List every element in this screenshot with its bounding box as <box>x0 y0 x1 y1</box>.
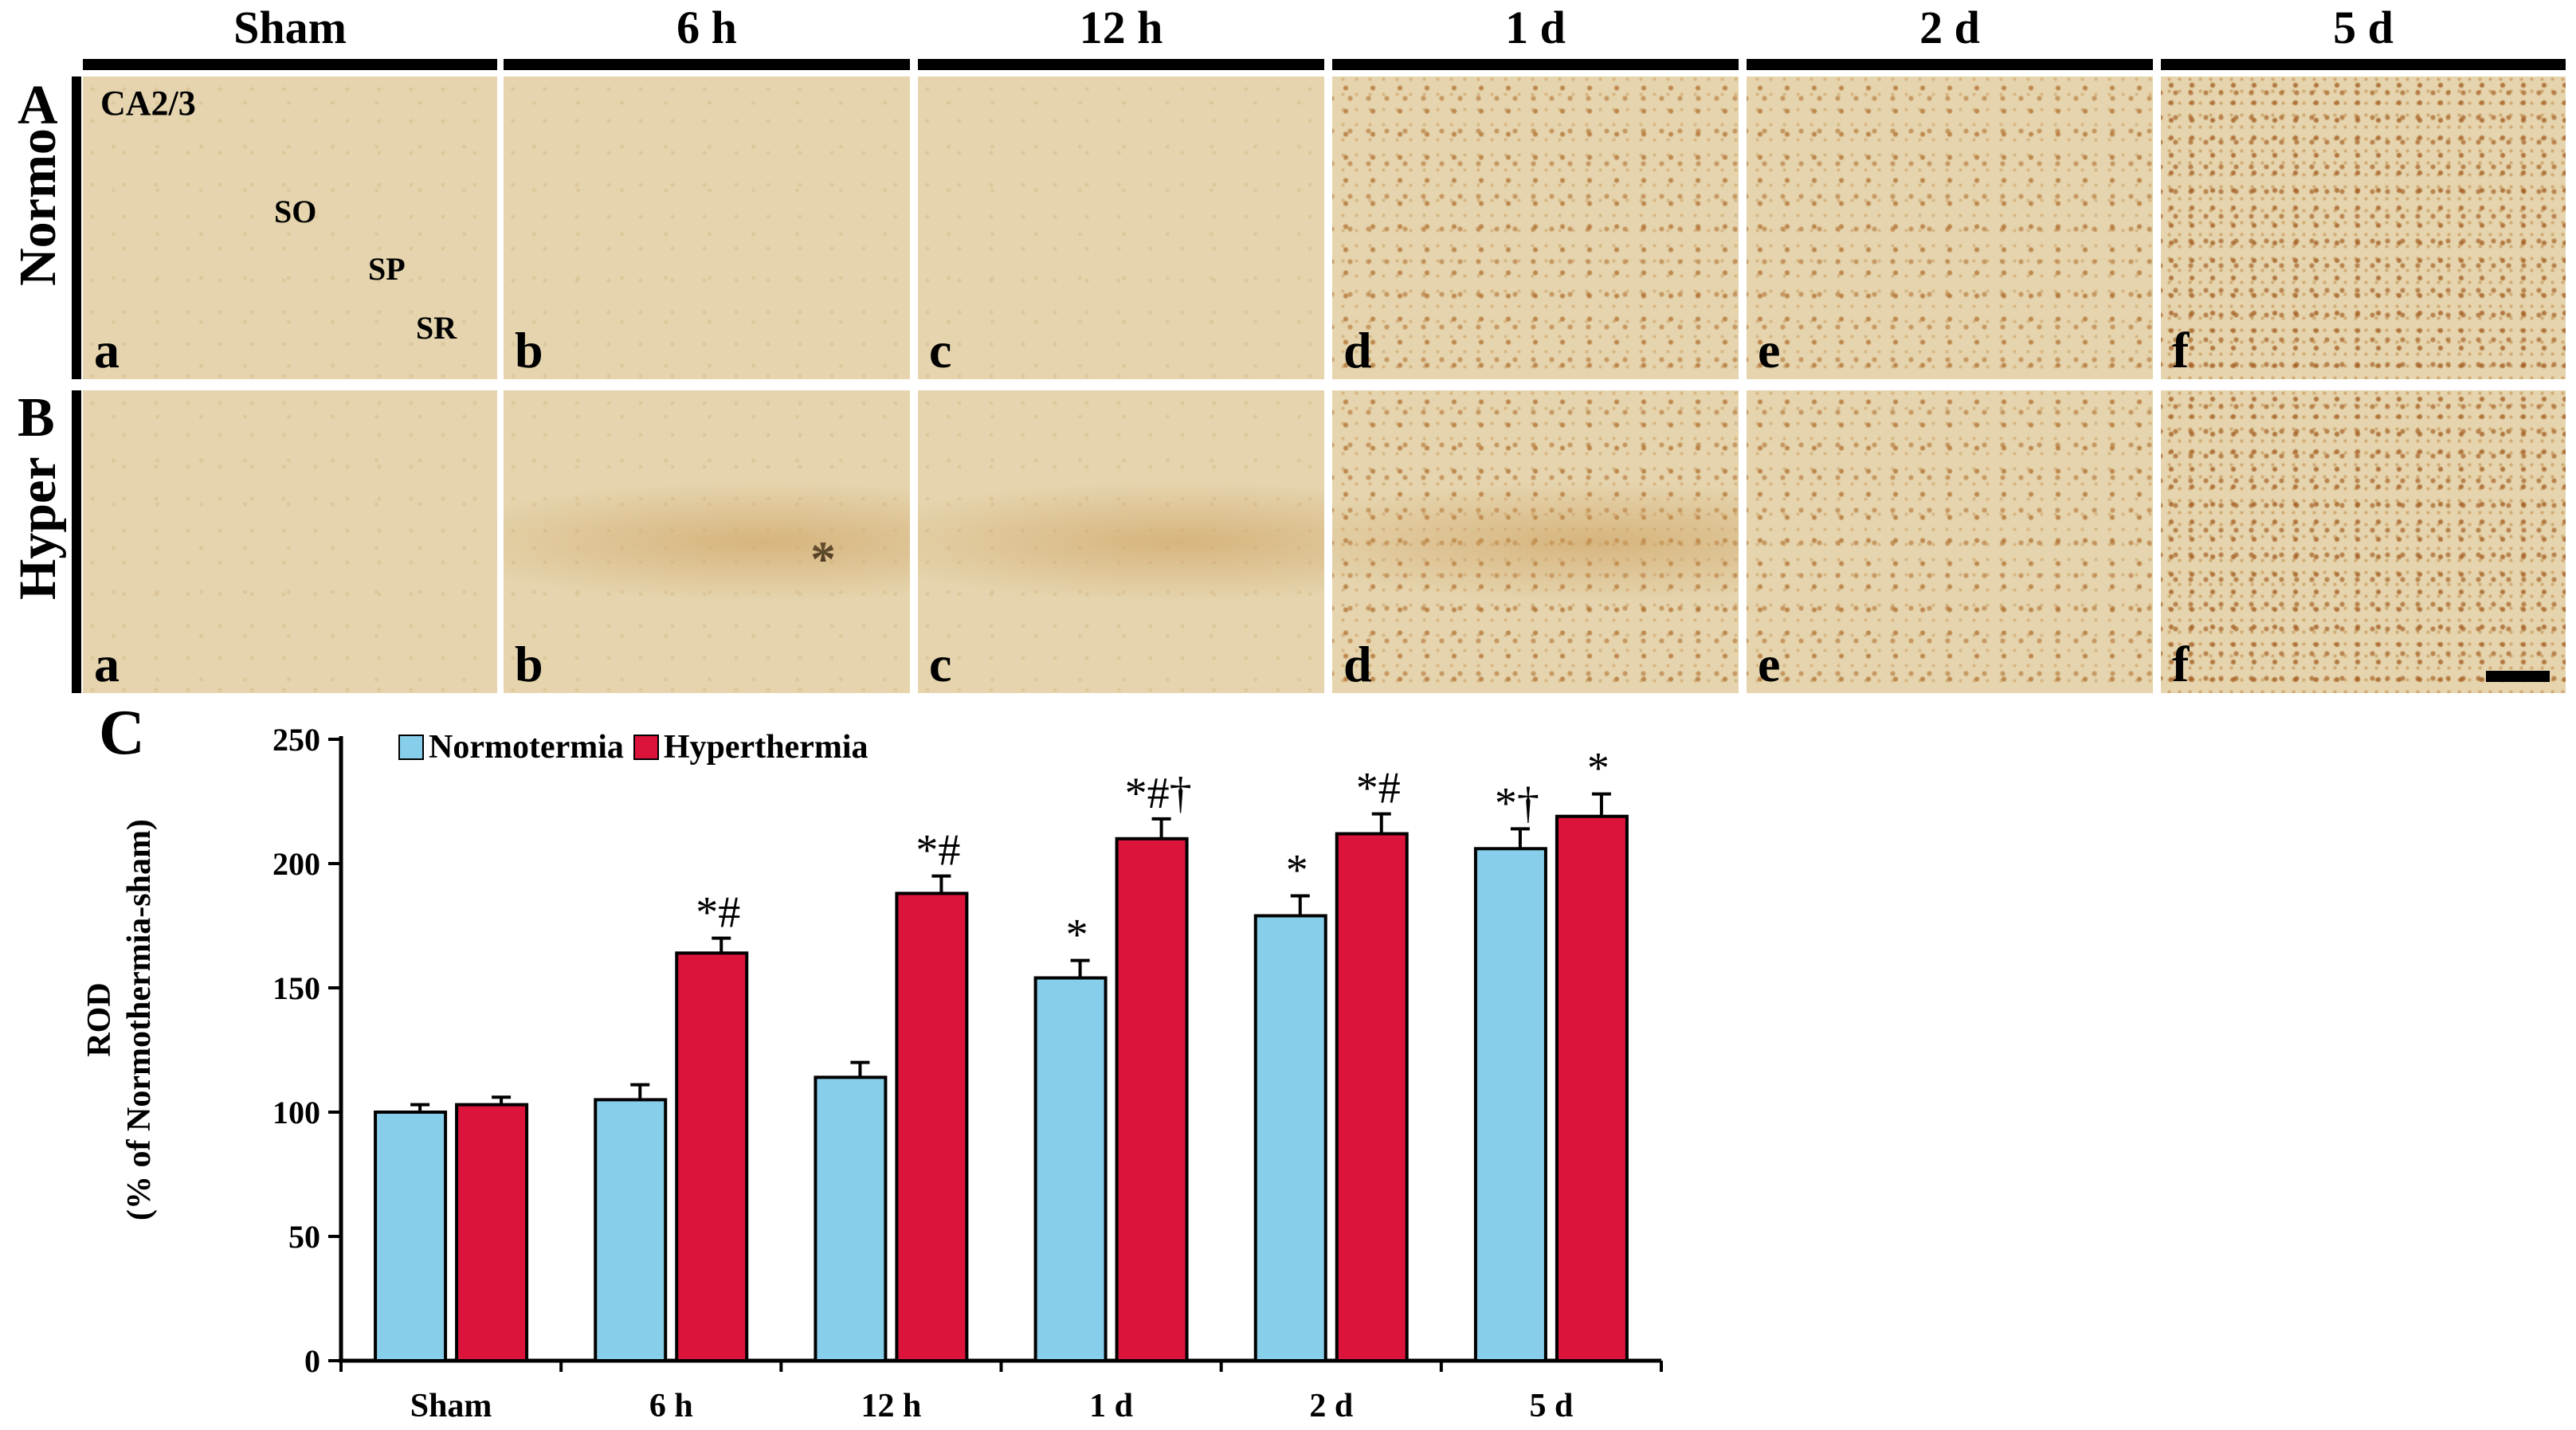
bar-normothermia <box>1253 914 1327 1362</box>
micrograph-hyper-6h: * b <box>504 390 910 693</box>
row-letter-b: B <box>18 387 55 449</box>
region-label: CA2/3 <box>100 84 196 123</box>
significance-marker: *† <box>1495 778 1539 828</box>
panel-letter: f <box>2172 322 2190 378</box>
layer-label-sp: SP <box>368 251 406 287</box>
column-header-1d: 1 d <box>1332 0 1739 72</box>
y-tick-label: 150 <box>272 970 320 1006</box>
column-header-rule <box>504 59 910 70</box>
asterisk-marker: * <box>810 531 836 587</box>
y-axis-label-text: ROD (% of Normothermia-sham) <box>80 669 159 1370</box>
micrograph-hyper-12h: c <box>918 390 1324 693</box>
panel-letter: d <box>1343 322 1372 378</box>
micrograph-hyper-2d: e <box>1747 390 2153 693</box>
bar-normothermia <box>1033 976 1108 1363</box>
significance-marker: * <box>1286 846 1308 895</box>
micrograph-normo-2d: e <box>1747 76 2153 379</box>
y-tick-label: 250 <box>272 722 320 758</box>
row-name-hyper: Hyper <box>9 456 67 600</box>
column-header-label: 12 h <box>1079 2 1163 53</box>
panel-letter: a <box>94 322 120 378</box>
micrograph-normo-6h: b <box>504 76 910 379</box>
column-header-label: 5 d <box>2333 2 2394 53</box>
bar-normothermia <box>1473 847 1547 1362</box>
column-header-label: 2 d <box>1919 2 1980 53</box>
legend-swatch-hyperthermia <box>633 735 659 760</box>
bar-hyperthermia <box>1115 836 1189 1363</box>
legend-swatch-normothermia <box>398 735 424 760</box>
layer-label-so: SO <box>274 194 317 229</box>
bar-hyperthermia <box>455 1103 529 1362</box>
panel-letter: b <box>515 322 543 378</box>
y-axis-label-line2: (% of Normothermia-sham) <box>121 819 158 1220</box>
significance-marker: *# <box>696 888 740 938</box>
bar-hyperthermia <box>895 891 969 1362</box>
scale-bar <box>2486 671 2550 682</box>
panel-letter: e <box>1758 322 1781 378</box>
significance-marker: *#† <box>1125 769 1192 818</box>
micrograph-normo-sham: CA2/3 SO SP SR a <box>83 76 497 379</box>
panel-letter: c <box>929 636 952 692</box>
column-header-rule <box>2161 59 2566 70</box>
y-tick-label: 100 <box>272 1095 320 1130</box>
micrograph-normo-1d: d <box>1332 76 1739 379</box>
micrograph-hyper-sham: a <box>83 390 497 693</box>
bar-normothermia <box>374 1111 448 1362</box>
column-header-label: Sham <box>233 2 347 53</box>
row-name-normo: Normo <box>9 128 67 286</box>
y-axis-label-line1: ROD <box>81 982 118 1057</box>
bar-normothermia <box>594 1098 668 1363</box>
column-header-rule <box>1747 59 2153 70</box>
bar-hyperthermia <box>1335 832 1409 1363</box>
y-tick-label: 0 <box>304 1343 320 1379</box>
bar-hyperthermia <box>675 951 749 1362</box>
column-header-label: 6 h <box>676 2 737 53</box>
row-rule-normo <box>72 76 81 379</box>
significance-marker: * <box>1066 911 1088 960</box>
panel-letter: f <box>2172 636 2190 692</box>
micrograph-normo-5d: f <box>2161 76 2566 379</box>
x-tick-label: Sham <box>410 1388 492 1424</box>
bar-normothermia <box>814 1075 888 1362</box>
row-letter-a: A <box>18 75 58 136</box>
panel-letter: a <box>94 636 120 692</box>
column-header-5d: 5 d <box>2161 0 2566 72</box>
x-tick-label: 6 h <box>649 1388 693 1424</box>
significance-marker: *# <box>1356 764 1401 813</box>
column-header-12h: 12 h <box>918 0 1324 72</box>
micrograph-normo-12h: c <box>918 76 1324 379</box>
column-header-rule <box>1332 59 1739 70</box>
y-tick-label: 200 <box>272 846 320 882</box>
column-header-2d: 2 d <box>1747 0 2153 72</box>
legend-label: Hyperthermia <box>663 729 868 766</box>
column-header-rule <box>83 59 497 70</box>
column-header-rule <box>918 59 1324 70</box>
micrograph-hyper-5d: f <box>2161 390 2566 693</box>
column-header-sham: Sham <box>83 0 497 72</box>
x-tick-label: 5 d <box>1529 1388 1573 1424</box>
column-header-6h: 6 h <box>504 0 910 72</box>
y-tick-label: 50 <box>288 1219 320 1255</box>
legend-item-normothermia: Normotermia <box>398 729 624 766</box>
micrograph-hyper-1d: d <box>1332 390 1739 693</box>
panel-letter: c <box>929 322 952 378</box>
legend-item-hyperthermia: Hyperthermia <box>633 729 868 766</box>
chart-legend: Normotermia Hyperthermia <box>398 729 877 766</box>
x-tick-label: 1 d <box>1089 1388 1133 1424</box>
panel-letter-c: C <box>99 698 145 768</box>
legend-label: Normotermia <box>429 729 624 766</box>
row-rule-hyper <box>72 390 81 693</box>
x-tick-label: 2 d <box>1309 1388 1353 1424</box>
layer-label-sr: SR <box>416 310 457 346</box>
panel-letter: e <box>1758 636 1781 692</box>
x-tick-label: 12 h <box>861 1388 921 1424</box>
significance-marker: *# <box>916 826 960 876</box>
panel-letter: b <box>515 636 543 692</box>
panel-letter: d <box>1343 636 1372 692</box>
column-header-label: 1 d <box>1505 2 1566 53</box>
significance-marker: * <box>1587 744 1610 793</box>
bar-hyperthermia <box>1555 814 1629 1362</box>
